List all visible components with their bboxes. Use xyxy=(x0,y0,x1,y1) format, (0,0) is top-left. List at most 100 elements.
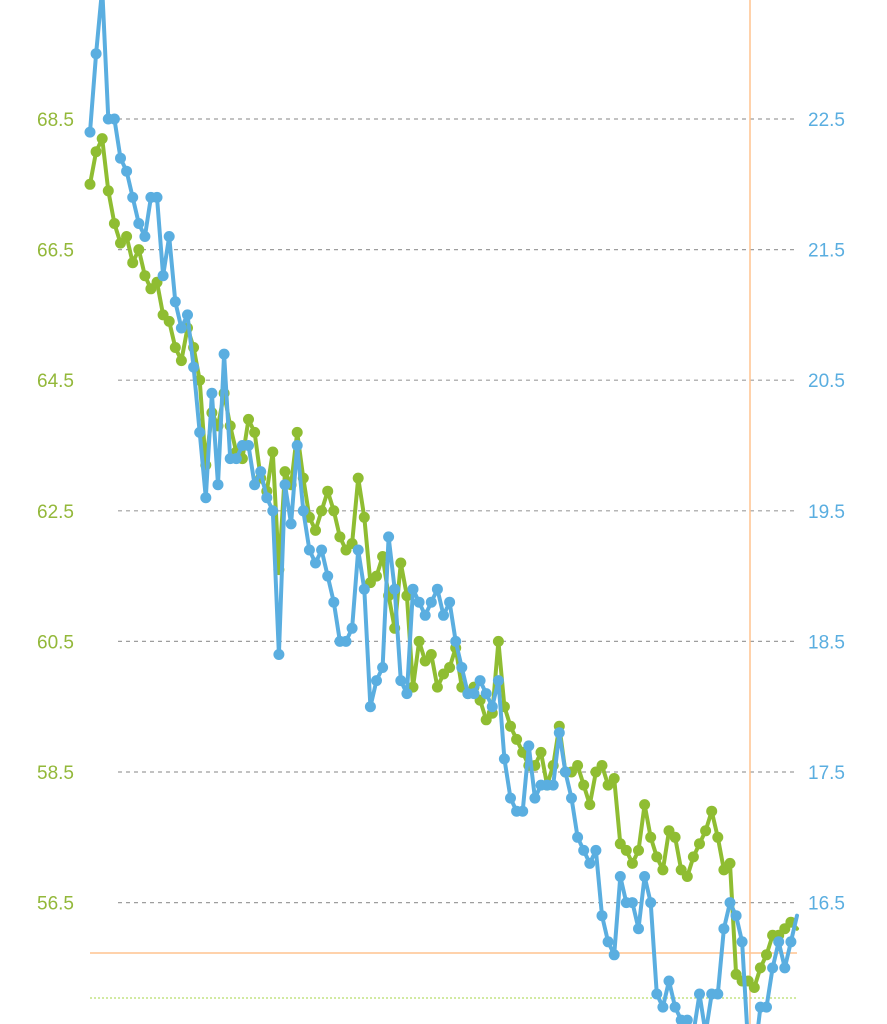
data-point-bmi[interactable] xyxy=(547,779,559,791)
data-point-bmi[interactable] xyxy=(584,857,596,869)
data-point-weight[interactable] xyxy=(328,505,340,517)
data-point-weight[interactable] xyxy=(694,838,705,850)
data-point-bmi[interactable] xyxy=(285,518,297,530)
data-point-bmi[interactable] xyxy=(785,936,797,948)
data-point-bmi[interactable] xyxy=(358,583,370,595)
data-point-bmi[interactable] xyxy=(157,270,169,282)
data-point-weight[interactable] xyxy=(681,871,693,882)
data-point-weight[interactable] xyxy=(121,231,133,242)
data-point-bmi[interactable] xyxy=(645,897,657,909)
data-point-weight[interactable] xyxy=(535,746,547,758)
data-point-bmi[interactable] xyxy=(371,675,382,687)
data-point-bmi[interactable] xyxy=(718,923,730,935)
data-point-weight[interactable] xyxy=(645,831,657,843)
data-point-bmi[interactable] xyxy=(480,688,492,700)
data-point-bmi[interactable] xyxy=(303,544,315,556)
data-point-bmi[interactable] xyxy=(553,727,565,739)
data-point-bmi[interactable] xyxy=(559,766,571,778)
data-point-bmi[interactable] xyxy=(328,596,340,608)
data-point-bmi[interactable] xyxy=(218,348,230,360)
data-point-bmi[interactable] xyxy=(194,426,206,438)
data-point-bmi[interactable] xyxy=(352,544,364,556)
data-point-weight[interactable] xyxy=(267,446,279,458)
data-point-bmi[interactable] xyxy=(468,688,480,700)
data-point-bmi[interactable] xyxy=(626,897,638,909)
data-point-bmi[interactable] xyxy=(779,962,791,974)
data-point-bmi[interactable] xyxy=(694,988,705,1000)
data-point-bmi[interactable] xyxy=(614,871,626,882)
data-point-weight[interactable] xyxy=(584,799,596,811)
data-point-weight[interactable] xyxy=(243,413,254,425)
data-point-bmi[interactable] xyxy=(663,975,675,987)
data-point-bmi[interactable] xyxy=(340,635,352,647)
data-point-bmi[interactable] xyxy=(200,492,212,504)
data-point-bmi[interactable] xyxy=(566,792,577,804)
data-point-bmi[interactable] xyxy=(681,1014,693,1024)
data-point-weight[interactable] xyxy=(626,857,638,869)
data-point-bmi[interactable] xyxy=(108,113,120,125)
data-point-weight[interactable] xyxy=(316,505,328,517)
data-point-weight[interactable] xyxy=(279,466,291,478)
data-point-bmi[interactable] xyxy=(206,387,218,399)
data-point-weight[interactable] xyxy=(102,185,114,197)
data-point-bmi[interactable] xyxy=(578,844,590,856)
data-point-weight[interactable] xyxy=(608,773,620,784)
data-point-weight[interactable] xyxy=(572,760,584,771)
data-point-bmi[interactable] xyxy=(249,479,261,491)
data-point-weight[interactable] xyxy=(334,531,346,543)
data-point-bmi[interactable] xyxy=(133,218,145,229)
data-point-bmi[interactable] xyxy=(492,675,504,687)
data-point-weight[interactable] xyxy=(761,949,772,961)
data-point-weight[interactable] xyxy=(249,426,261,438)
data-point-bmi[interactable] xyxy=(401,688,413,700)
data-point-bmi[interactable] xyxy=(724,897,736,909)
data-point-weight[interactable] xyxy=(657,864,669,876)
data-point-bmi[interactable] xyxy=(175,322,187,334)
data-point-bmi[interactable] xyxy=(255,466,267,478)
data-point-weight[interactable] xyxy=(84,178,96,190)
data-point-weight[interactable] xyxy=(139,270,151,282)
data-point-weight[interactable] xyxy=(444,662,456,673)
data-point-weight[interactable] xyxy=(669,831,681,843)
data-point-weight[interactable] xyxy=(90,146,102,158)
data-point-bmi[interactable] xyxy=(608,949,620,961)
data-point-bmi[interactable] xyxy=(505,792,516,804)
data-point-weight[interactable] xyxy=(651,851,663,863)
data-point-bmi[interactable] xyxy=(84,126,96,138)
data-point-weight[interactable] xyxy=(377,551,389,562)
data-point-bmi[interactable] xyxy=(310,557,321,569)
data-point-weight[interactable] xyxy=(633,844,644,856)
data-point-bmi[interactable] xyxy=(364,701,376,713)
data-point-bmi[interactable] xyxy=(291,440,303,451)
data-point-bmi[interactable] xyxy=(261,492,273,504)
data-point-weight[interactable] xyxy=(425,649,437,660)
data-point-weight[interactable] xyxy=(413,635,425,647)
data-point-bmi[interactable] xyxy=(498,753,510,765)
data-point-weight[interactable] xyxy=(96,133,108,145)
data-point-bmi[interactable] xyxy=(267,505,279,517)
data-point-weight[interactable] xyxy=(748,982,760,993)
data-point-bmi[interactable] xyxy=(90,48,102,60)
data-point-weight[interactable] xyxy=(358,511,370,523)
data-point-bmi[interactable] xyxy=(450,635,462,647)
data-point-weight[interactable] xyxy=(163,315,175,327)
data-point-bmi[interactable] xyxy=(419,609,431,621)
data-point-weight[interactable] xyxy=(700,825,712,837)
data-point-weight[interactable] xyxy=(133,244,145,256)
data-point-weight[interactable] xyxy=(578,779,590,791)
data-point-bmi[interactable] xyxy=(230,453,242,465)
data-point-bmi[interactable] xyxy=(517,805,529,817)
data-point-weight[interactable] xyxy=(371,570,382,582)
data-point-weight[interactable] xyxy=(620,844,632,856)
data-point-bmi[interactable] xyxy=(395,675,407,687)
data-point-bmi[interactable] xyxy=(377,662,389,673)
data-point-bmi[interactable] xyxy=(486,701,498,713)
data-point-bmi[interactable] xyxy=(389,583,401,595)
data-point-bmi[interactable] xyxy=(438,609,449,621)
data-point-bmi[interactable] xyxy=(761,1001,772,1013)
data-point-bmi[interactable] xyxy=(115,152,126,164)
data-point-weight[interactable] xyxy=(687,851,699,863)
data-point-bmi[interactable] xyxy=(773,936,785,948)
data-point-weight[interactable] xyxy=(175,355,187,367)
data-point-bmi[interactable] xyxy=(529,792,541,804)
